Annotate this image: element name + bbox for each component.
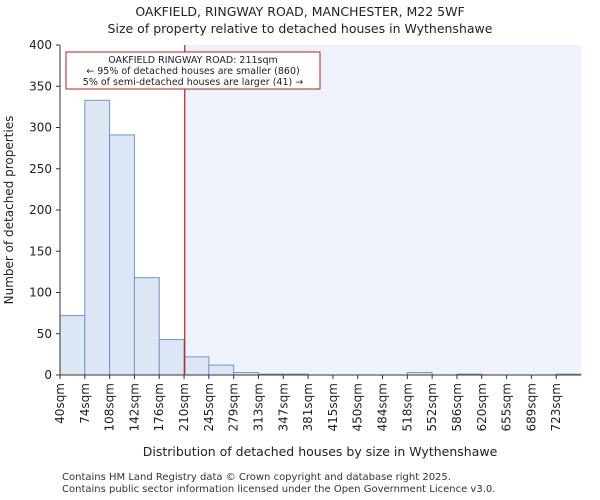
x-tick-label: 518sqm (400, 383, 414, 431)
x-tick-label: 313sqm (251, 383, 265, 431)
bar (208, 364, 235, 376)
x-tick-label: 347sqm (276, 383, 290, 431)
x-tick-label: 176sqm (152, 383, 166, 431)
y-axis-label: Number of detached properties (2, 115, 16, 305)
x-tick-label: 484sqm (376, 383, 390, 431)
y-tick-label: 50 (37, 327, 52, 341)
chart-title: OAKFIELD, RINGWAY ROAD, MANCHESTER, M22 … (135, 4, 465, 19)
footer-copyright: Contains HM Land Registry data © Crown c… (62, 472, 451, 483)
y-tick-label: 100 (29, 286, 52, 300)
y-tick-label: 200 (29, 203, 52, 217)
y-tick-label: 300 (29, 121, 52, 135)
x-tick-label: 586sqm (450, 383, 464, 431)
x-tick-label: 108sqm (103, 383, 117, 431)
x-tick-label: 245sqm (202, 383, 216, 431)
x-tick-label: 74sqm (78, 383, 92, 424)
x-tick-label: 40sqm (53, 383, 67, 424)
highlight-region (184, 45, 581, 375)
x-tick-label: 142sqm (127, 383, 141, 431)
x-tick-label: 655sqm (500, 383, 514, 431)
x-tick-label: 279sqm (227, 383, 241, 431)
annotation-box (65, 51, 321, 90)
annotation-smaller: ← 95% of detached houses are smaller (86… (86, 66, 299, 77)
x-tick-label: 415sqm (326, 383, 340, 431)
footer-licence: Contains public sector information licen… (62, 484, 496, 495)
x-tick-label: 620sqm (475, 383, 489, 431)
y-tick-label: 250 (29, 162, 52, 176)
x-tick-label: 210sqm (177, 383, 191, 431)
bar (158, 339, 185, 376)
bar (109, 134, 135, 376)
annotation-title: OAKFIELD RINGWAY ROAD: 211sqm (108, 55, 278, 66)
bar (133, 277, 160, 376)
chart-subtitle: Size of property relative to detached ho… (107, 21, 493, 36)
bar (59, 315, 86, 376)
y-tick-label: 400 (29, 38, 52, 52)
x-tick-label: 689sqm (524, 383, 538, 431)
x-tick-label: 381sqm (301, 383, 315, 431)
x-tick-label: 723sqm (549, 383, 563, 431)
y-tick-label: 150 (29, 244, 52, 258)
annotation-larger: 5% of semi-detached houses are larger (4… (83, 77, 303, 88)
bar (183, 356, 210, 376)
x-axis-label: Distribution of detached houses by size … (142, 444, 498, 459)
y-tick-label: 350 (29, 79, 52, 93)
x-tick-label: 450sqm (351, 383, 365, 431)
y-tick-label: 0 (44, 368, 52, 382)
bar (84, 99, 111, 376)
x-tick-label: 552sqm (425, 383, 439, 431)
